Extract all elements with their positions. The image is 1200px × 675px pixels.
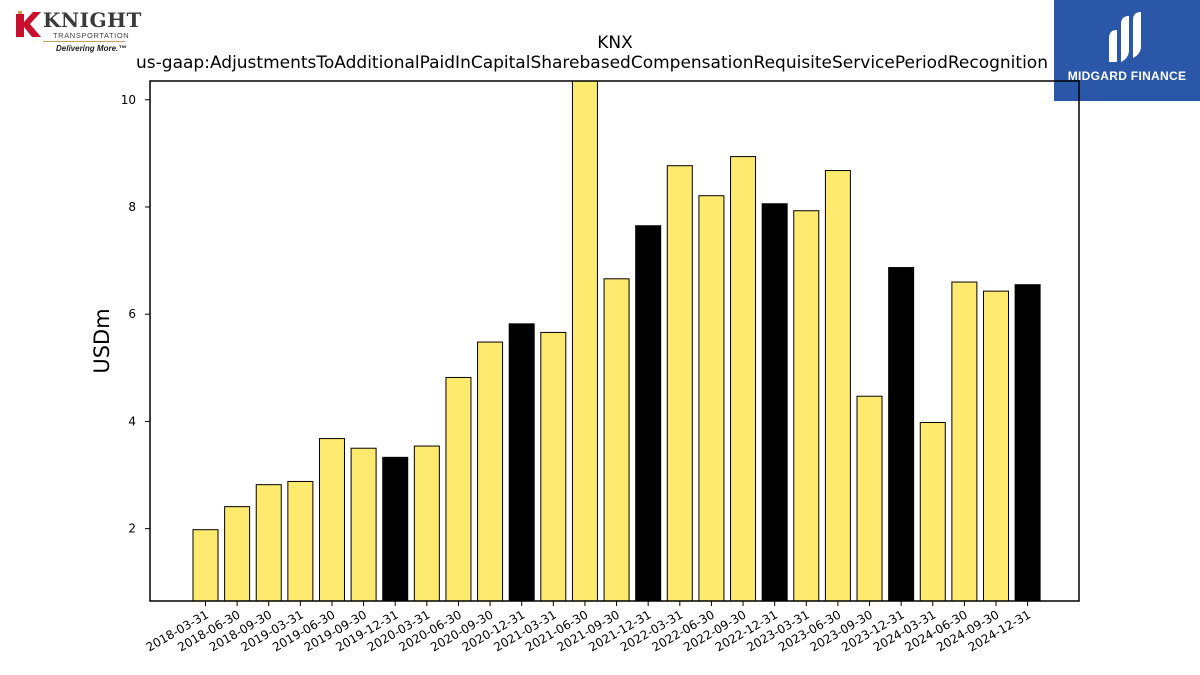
bar-2018-06-30 [224,506,251,602]
logo-brand-name: KNIGHT [43,8,142,32]
bar-2023-09-30 [856,395,883,602]
midgard-mark-icon [1109,12,1141,62]
y-axis: 2 4 6 8 10 [121,93,150,536]
bar-2019-09-30 [350,447,377,602]
plot-frame [149,80,1080,602]
bar-2018-09-30 [255,484,282,602]
bar-2021-09-30 [603,278,630,602]
bar-2019-06-30 [318,438,345,602]
bar-2024-12-31 [1014,284,1041,602]
bar-2024-09-30 [983,290,1009,602]
bar-2020-06-30 [445,376,472,602]
logo-brand-subtitle: TRANSPORTATION [53,31,130,40]
bar-2022-09-30 [730,156,757,602]
bar-2023-12-31 [888,267,915,602]
bar-2023-06-30 [824,170,851,602]
y-tick-label: 6 [128,307,136,321]
bar-2020-12-31 [508,323,535,602]
bar-2022-12-31 [761,203,788,602]
x-axis: 2018-03-312018-06-302018-09-302019-03-31… [144,601,1033,654]
bars-group [192,80,1041,602]
y-tick-label: 4 [128,414,136,428]
bar-2021-03-31 [540,331,567,602]
chart-subtitle: us-gaap:AdjustmentsToAdditionalPaidInCap… [136,53,1048,73]
bar-2022-03-31 [666,165,693,602]
y-tick-label: 2 [128,522,136,536]
bar-2019-03-31 [287,480,314,602]
bar-2020-03-31 [413,445,440,602]
y-tick-label: 8 [128,200,136,214]
logo-tagline: Delivering More.™ [56,44,127,53]
knight-k-icon [16,11,41,37]
bar-2021-12-31 [635,225,662,602]
logo-divider [43,41,125,42]
midgard-brand-name: MIDGARD FINANCE [1067,69,1187,83]
bar-2020-09-30 [477,341,504,602]
y-axis-label: USDm [90,308,114,373]
bar-2023-03-31 [793,210,820,602]
bar-2018-03-31 [192,529,219,602]
bar-2022-06-30 [698,195,725,602]
bar-2024-03-31 [919,421,946,602]
bar-2019-12-31 [382,456,409,602]
midgard-finance-logo: MIDGARD FINANCE [1054,0,1200,101]
bar-2021-06-30 [571,80,598,602]
chart-title: KNX [597,33,633,53]
knight-transportation-logo: KNIGHT TRANSPORTATION Delivering More.™ [10,8,141,56]
bar-2024-06-30 [951,281,978,602]
y-tick-label: 10 [121,93,136,107]
